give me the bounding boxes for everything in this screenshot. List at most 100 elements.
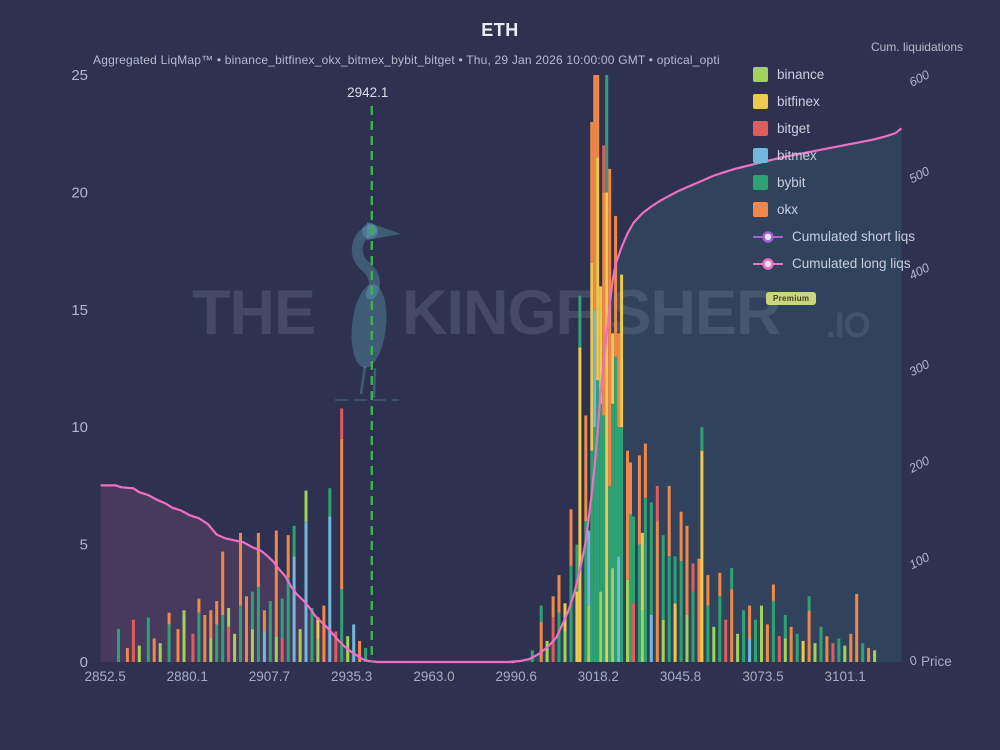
legend-item-bitget[interactable]: bitget — [753, 118, 915, 139]
page-title: ETH — [481, 20, 519, 40]
liq-bar-bybit — [691, 591, 695, 662]
liq-bar-bybit — [221, 615, 225, 662]
liq-bar-binance — [274, 636, 278, 662]
liq-bar-okx — [655, 521, 659, 662]
liq-bar-binance — [182, 610, 186, 662]
liq-bar-binance — [760, 605, 763, 662]
liq-bar-bybit — [730, 568, 734, 590]
legend-label: bitmex — [777, 148, 817, 163]
liq-bar-bybit — [310, 608, 314, 662]
x-tick-label: 2880.1 — [167, 669, 208, 684]
liq-bar-okx — [789, 626, 793, 662]
liq-bar-binance — [304, 490, 308, 522]
legend-item-okx[interactable]: okx — [753, 199, 915, 220]
liq-bar-okx — [765, 624, 769, 662]
liq-bar-bybit — [861, 643, 865, 662]
liq-bar-bybit — [117, 629, 120, 662]
bitfinex-swatch-icon — [753, 94, 768, 109]
liq-bar-bybit — [771, 601, 775, 662]
price-annotation-label: 2942.1 — [347, 85, 388, 100]
liq-bar-bybit — [599, 403, 603, 592]
liq-bar-bitfinex — [575, 591, 579, 662]
liq-bar-okx — [867, 647, 871, 662]
liq-bar-bitfinex — [620, 274, 624, 428]
bitget-swatch-icon — [753, 121, 768, 136]
liq-bar-bybit — [673, 556, 677, 604]
liq-bar-bitfinex — [801, 640, 805, 662]
liq-bar-binance — [545, 640, 549, 662]
y-left-tick-label: 15 — [71, 302, 88, 319]
liq-bar-okx — [539, 622, 543, 662]
legend-item-binance[interactable]: binance — [753, 64, 915, 85]
liq-bar-bybit — [795, 633, 799, 662]
line-marker-icon — [753, 257, 783, 271]
bitmex-swatch-icon — [753, 148, 768, 163]
liq-bar-bitfinex — [590, 262, 594, 451]
liq-bar-binance — [783, 638, 787, 662]
liq-bar-okx — [569, 509, 573, 566]
liq-bar-bitget — [632, 603, 635, 662]
legend-item-bitfinex[interactable]: bitfinex — [753, 91, 915, 112]
legend-item-cumulated-long-liqs[interactable]: Cumulated long liqs — [753, 253, 915, 274]
liq-bar-bitmex — [262, 631, 266, 662]
liq-bar-bybit — [706, 605, 710, 662]
liq-bar-okx — [340, 438, 344, 590]
x-tick-label: 2852.5 — [84, 669, 125, 684]
liq-bar-okx — [608, 168, 612, 486]
liq-bar-okx — [245, 596, 248, 662]
liq-bar-bybit — [286, 577, 290, 662]
liq-bar-okx — [706, 575, 710, 606]
liq-bar-binance — [599, 591, 603, 662]
liq-bar-bitfinex — [673, 603, 677, 662]
liq-bar-bybit — [197, 612, 201, 662]
liq-bar-bybit — [328, 488, 332, 517]
liq-bar-binance — [873, 650, 877, 662]
legend-item-cumulated-short-liqs[interactable]: Cumulated short liqs — [753, 226, 915, 247]
liq-bar-binance — [736, 633, 740, 662]
liq-bar-okx — [215, 601, 219, 625]
liq-bar-binance — [712, 626, 716, 662]
liq-bar-bitget — [655, 485, 659, 522]
x-tick-label: 2907.7 — [249, 669, 290, 684]
liq-bar-okx — [697, 558, 701, 662]
liq-bar-bybit — [637, 544, 641, 662]
liq-bar-okx — [643, 443, 647, 498]
x-tick-label: 2990.6 — [496, 669, 537, 684]
liq-bar-bitfinex — [599, 286, 603, 404]
liq-bar-bybit — [146, 617, 150, 662]
liq-bar-okx — [679, 511, 683, 561]
legend-item-bybit[interactable]: bybit — [753, 172, 915, 193]
liq-bar-okx — [617, 333, 621, 428]
y-left-tick-label: 25 — [71, 67, 88, 84]
x-tick-label: 3101.1 — [824, 669, 865, 684]
liq-bar-bybit — [602, 415, 606, 662]
right-axis-title: Cum. liquidations — [870, 40, 963, 54]
liq-bar-bybit — [530, 650, 534, 662]
y-left-tick-label: 20 — [71, 184, 88, 201]
legend-label: binance — [777, 67, 825, 82]
liq-bar-okx — [286, 535, 290, 578]
liq-bar-okx — [152, 638, 156, 662]
liq-bar-bitget — [724, 619, 728, 662]
liq-bar-bybit — [239, 605, 242, 662]
liq-bar-bitget — [334, 631, 338, 662]
liq-bar-okx — [730, 589, 734, 662]
liq-bar-bitmex — [304, 521, 308, 662]
okx-swatch-icon — [753, 202, 768, 217]
legend-item-bitmex[interactable]: bitmex — [753, 145, 915, 166]
liq-bar-bybit — [340, 589, 344, 662]
liq-bar-bitmex — [617, 556, 621, 662]
liq-bar-bitmex — [328, 516, 332, 662]
liq-bar-bybit — [614, 356, 618, 662]
liq-bar-binance — [587, 605, 591, 662]
y-right-tick-label: 0 — [907, 653, 920, 669]
liq-bar-binance — [813, 643, 817, 662]
liq-bar-okx — [626, 450, 629, 580]
bybit-swatch-icon — [753, 175, 768, 190]
y-left-tick-label: 5 — [80, 537, 88, 554]
liq-bar-bybit — [364, 647, 368, 662]
liq-bar-bybit — [754, 619, 757, 662]
liq-bar-okx — [637, 455, 641, 545]
liq-bar-bitget — [831, 643, 835, 662]
